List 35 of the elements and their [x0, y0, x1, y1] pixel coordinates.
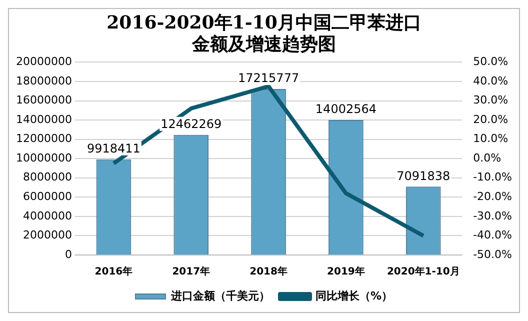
y-tick-label: 18000000: [16, 74, 72, 88]
y2-tick-label: 40.0%: [473, 74, 508, 88]
data-label: 14002564: [315, 102, 376, 116]
y-tick-label: 0: [64, 248, 72, 261]
y-tick-label: 4000000: [22, 209, 72, 222]
legend-label: 同比增长（%）: [315, 289, 393, 302]
data-label: 7091838: [396, 168, 450, 183]
y-tick-label: 16000000: [16, 94, 72, 107]
data-label: 12462269: [160, 116, 222, 131]
y2-tick-label: -20.0%: [473, 190, 512, 204]
y2-tick-label: 30.0%: [473, 94, 508, 107]
legend-label: 进口金额（千美元）: [170, 289, 270, 302]
y2-tick-label: -30.0%: [473, 209, 512, 222]
y-tick-label: 6000000: [22, 190, 72, 204]
data-label: 17215777: [238, 71, 300, 86]
x-tick-label: 2018年: [250, 266, 288, 278]
x-tick-label: 2020年1-10月: [386, 266, 460, 278]
y-tick-label: 14000000: [16, 112, 72, 126]
x-tick-label: 2019年: [327, 266, 365, 278]
y2-tick-label: -10.0%: [473, 170, 512, 184]
y2-tick-label: 50.0%: [473, 55, 508, 68]
chart-title: 2016-2020年1-10月中国二甲苯进口金额及增速趋势图: [106, 12, 422, 56]
y-tick-label: 12000000: [16, 132, 72, 146]
y2-tick-label: 20.0%: [473, 112, 508, 126]
y-tick-label: 2000000: [22, 228, 72, 242]
y2-tick-label: 10.0%: [473, 132, 508, 146]
y-tick-label: 8000000: [22, 170, 72, 184]
y2-tick-label: -40.0%: [473, 228, 512, 242]
y2-tick-label: -50.0%: [473, 248, 512, 261]
x-tick-label: 2016年: [94, 266, 133, 278]
y2-tick-label: 0.0%: [473, 151, 502, 164]
y-tick-label: 20000000: [16, 55, 72, 68]
x-tick-label: 2017年: [172, 266, 210, 278]
data-label: 9918411: [86, 142, 140, 156]
y-tick-label: 10000000: [16, 151, 72, 164]
